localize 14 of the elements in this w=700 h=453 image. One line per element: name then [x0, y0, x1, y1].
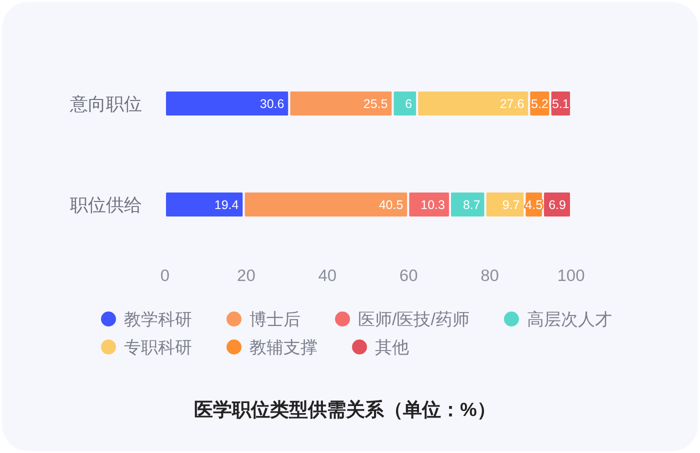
- x-tick-label: 100: [557, 267, 585, 285]
- legend-label: 教学科研: [124, 310, 192, 329]
- x-tick-label: 20: [237, 267, 256, 285]
- legend-label: 医师/医技/药师: [358, 310, 470, 329]
- legend-label: 高层次人才: [526, 310, 612, 329]
- legend-label: 专职科研: [124, 338, 192, 357]
- legend-label: 博士后: [250, 310, 300, 329]
- x-tick-label: 40: [318, 267, 337, 285]
- text: 医学职位类型供需关系（单位：%）: [194, 399, 496, 421]
- x-tick-label: 0: [160, 267, 170, 285]
- x-tick-label: 60: [399, 267, 418, 285]
- x-tick-label: 80: [480, 267, 499, 285]
- legend-label: 教辅支撑: [250, 338, 318, 357]
- legend-label: 其他: [375, 338, 409, 357]
